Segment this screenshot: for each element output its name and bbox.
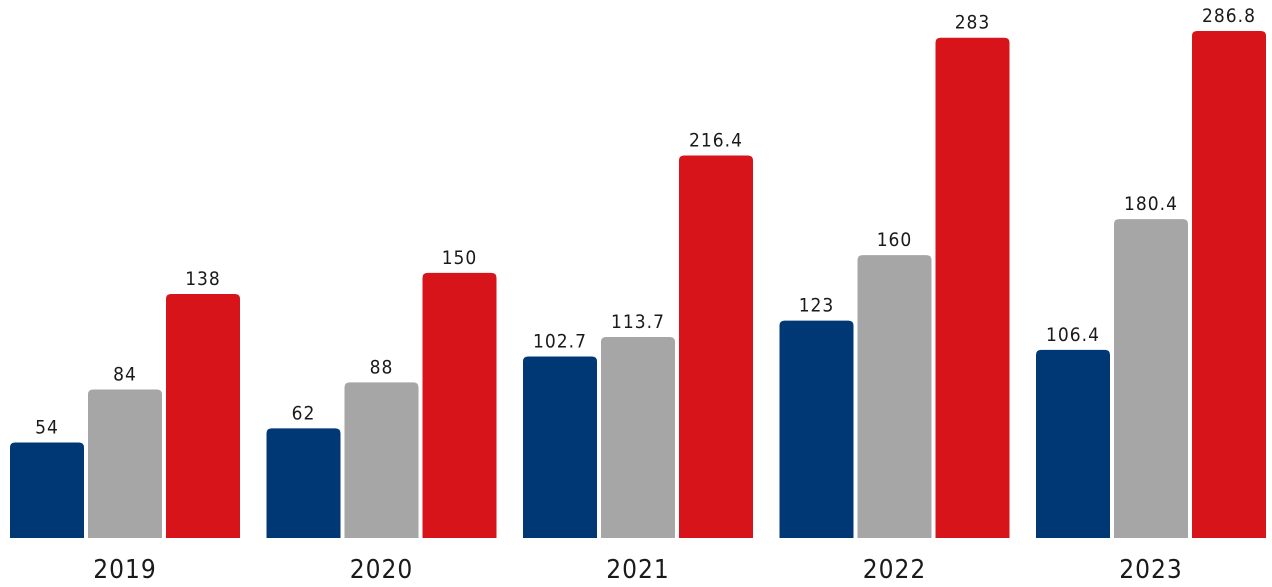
data-label-2019-series-1: 54 xyxy=(35,417,59,439)
x-tick-label-2023: 2023 xyxy=(1119,555,1183,585)
data-label-2023-series-1: 106.4 xyxy=(1046,324,1100,346)
bar-2019-series-2 xyxy=(88,389,162,538)
data-label-2022-series-2: 160 xyxy=(877,229,913,251)
data-label-2019-series-2: 84 xyxy=(113,364,137,386)
bar-2022-series-2 xyxy=(857,255,932,538)
bar-2020-series-1 xyxy=(266,428,341,538)
bar-2019-series-3 xyxy=(166,294,240,538)
bar-2020-series-3 xyxy=(422,272,497,538)
bar-2021-series-3 xyxy=(679,155,753,538)
data-label-2021-series-3: 216.4 xyxy=(689,129,743,151)
data-label-2023-series-2: 180.4 xyxy=(1124,193,1178,215)
x-axis-ticks: 2019 2020 2021 2022 2023 xyxy=(93,555,1183,585)
data-label-2022-series-1: 123 xyxy=(799,295,835,317)
bar-2021-series-2 xyxy=(601,337,675,538)
x-tick-label-2021: 2021 xyxy=(606,555,670,585)
bar-2022-series-3 xyxy=(935,37,1010,538)
bar-2021-series-1 xyxy=(523,356,597,538)
bar-2020-series-2 xyxy=(344,382,419,538)
data-label-2021-series-2: 113.7 xyxy=(611,311,665,333)
bar-2023-series-2 xyxy=(1114,219,1188,539)
data-label-2020-series-1: 62 xyxy=(292,402,316,424)
data-label-2021-series-1: 102.7 xyxy=(533,330,587,352)
data-label-2020-series-3: 150 xyxy=(442,247,478,269)
value-labels-group: 54 84 138 62 88 150 102.7 113.7 216.4 123 160 283 10… xyxy=(35,5,1256,439)
data-label-2022-series-3: 283 xyxy=(955,12,991,34)
x-tick-label-2019: 2019 xyxy=(93,555,157,585)
bar-2023-series-1 xyxy=(1036,349,1110,538)
bar-2023-series-3 xyxy=(1192,31,1266,538)
bar-2022-series-1 xyxy=(779,320,854,538)
data-label-2023-series-3: 286.8 xyxy=(1202,5,1256,27)
x-tick-label-2020: 2020 xyxy=(350,555,414,585)
x-tick-label-2022: 2022 xyxy=(863,555,927,585)
data-label-2020-series-2: 88 xyxy=(370,356,394,378)
data-label-2019-series-3: 138 xyxy=(185,268,221,290)
bars-group xyxy=(10,31,1266,539)
bar-2019-series-1 xyxy=(10,442,84,538)
